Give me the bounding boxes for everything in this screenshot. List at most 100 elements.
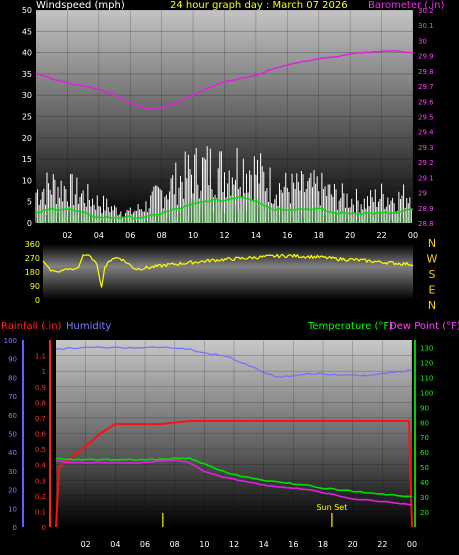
humidity-tick-label: 50 xyxy=(8,431,17,439)
temperature-tick-label: 70 xyxy=(420,434,429,442)
direction-plot-area xyxy=(43,244,413,300)
barometer-tick-label: 29.2 xyxy=(418,159,434,167)
temperature-tick-label: 50 xyxy=(420,464,429,472)
climate-plot-area xyxy=(56,340,412,527)
wind-x-tick-label: 20 xyxy=(345,231,355,240)
wind-y-tick-label: 5 xyxy=(27,198,32,207)
wind-y-tick-label: 25 xyxy=(22,113,32,122)
rainfall-line xyxy=(55,420,413,528)
humidity-tick-label: 0 xyxy=(13,524,17,532)
wind-y-tick-label: 20 xyxy=(22,134,32,143)
temperature-axis-title: Temperature (°F) xyxy=(308,321,394,332)
humidity-line xyxy=(55,346,413,378)
climate-x-tick-label: 04 xyxy=(110,540,120,549)
wind-x-tick-label: 00 xyxy=(408,231,418,240)
barometer-axis-title: Barometer (.in) xyxy=(368,0,445,11)
climate-x-tick-label: 00 xyxy=(407,540,417,549)
climate-x-tick-label: 06 xyxy=(140,540,150,549)
rainfall-tick-label: 0.4 xyxy=(35,462,47,470)
rainfall-tick-label: 0.5 xyxy=(35,446,46,454)
rainfall-tick-label: 0.6 xyxy=(35,431,47,439)
rainfall-tick-label: 0.1 xyxy=(35,508,46,516)
barometer-tick-label: 29.7 xyxy=(418,83,434,91)
barometer-tick-label: 29.6 xyxy=(418,98,434,106)
humidity-tick-label: 30 xyxy=(8,468,17,476)
rainfall-tick-label: 0.7 xyxy=(35,415,46,423)
dewpoint-line xyxy=(55,459,413,506)
wind-y-tick-label: 15 xyxy=(22,155,32,164)
rainfall-axis-title: Rainfall (.in) xyxy=(1,321,62,332)
direction-tick-label: 0 xyxy=(35,296,40,305)
direction-tick-label: 180 xyxy=(25,268,40,277)
barometer-tick-label: 28.9 xyxy=(418,205,434,213)
climate-x-tick-label: 22 xyxy=(377,540,387,549)
humidity-tick-label: 100 xyxy=(4,337,17,345)
wind-x-tick-label: 14 xyxy=(251,231,261,240)
barometer-line xyxy=(35,49,414,110)
temperature-tick-label: 90 xyxy=(420,404,429,412)
wind-x-tick-label: 08 xyxy=(157,231,167,240)
temperature-line xyxy=(56,456,413,498)
compass-label: N xyxy=(428,299,436,312)
wind-speed-line xyxy=(35,195,414,220)
barometer-tick-label: 29.5 xyxy=(418,114,434,122)
climate-x-tick-label: 16 xyxy=(288,540,298,549)
temperature-tick-label: 130 xyxy=(420,344,433,352)
wind-y-tick-label: 10 xyxy=(22,176,32,185)
barometer-tick-label: 29.8 xyxy=(418,68,434,76)
wind-y-tick-label: 50 xyxy=(22,6,32,15)
wind-y-tick-label: 35 xyxy=(22,70,32,79)
wind-x-tick-label: 12 xyxy=(219,231,229,240)
barometer-tick-label: 29.4 xyxy=(418,129,434,137)
rainfall-tick-label: 0.9 xyxy=(35,384,46,392)
humidity-tick-label: 80 xyxy=(8,374,17,382)
climate-x-tick-label: 14 xyxy=(259,540,269,549)
climate-x-tick-label: 02 xyxy=(81,540,91,549)
temperature-tick-label: 30 xyxy=(420,494,429,502)
rainfall-tick-label: 0.3 xyxy=(35,477,46,485)
temperature-tick-label: 110 xyxy=(420,374,433,382)
wind-x-tick-label: 16 xyxy=(282,231,292,240)
wind-x-tick-label: 06 xyxy=(125,231,135,240)
climate-x-tick-label: 08 xyxy=(170,540,180,549)
barometer-tick-label: 28.8 xyxy=(418,220,434,228)
wind-y-tick-label: 30 xyxy=(22,91,32,100)
wind-x-tick-label: 04 xyxy=(94,231,104,240)
compass-label: W xyxy=(427,253,438,266)
temperature-tick-label: 40 xyxy=(420,479,429,487)
wind-y-tick-label: 0 xyxy=(27,219,32,228)
direction-tick-label: 90 xyxy=(30,282,40,291)
wind-x-tick-label: 22 xyxy=(376,231,386,240)
temperature-tick-label: 80 xyxy=(420,419,429,427)
humidity-tick-label: 10 xyxy=(8,505,17,513)
climate-x-tick-label: 10 xyxy=(199,540,209,549)
barometer-tick-label: 30.1 xyxy=(418,22,434,30)
rainfall-tick-label: 1 xyxy=(42,368,46,376)
barometer-tick-label: 30.2 xyxy=(418,7,434,15)
sunset-annotation: Sun Set xyxy=(316,503,347,512)
temperature-tick-label: 100 xyxy=(420,389,433,397)
wind-x-tick-label: 02 xyxy=(62,231,72,240)
barometer-tick-label: 29.1 xyxy=(418,174,434,182)
humidity-tick-label: 90 xyxy=(8,356,17,364)
wind-x-tick-label: 18 xyxy=(314,231,324,240)
compass-label: S xyxy=(429,268,436,281)
barometer-tick-label: 29.9 xyxy=(418,53,434,61)
humidity-axis-title: Humidity xyxy=(66,321,112,332)
humidity-tick-label: 60 xyxy=(8,412,17,420)
dewpoint-axis-title: Dew Point (°F) xyxy=(389,321,459,332)
wind-y-tick-label: 40 xyxy=(22,49,32,58)
windspeed-axis-title: Windspeed (mph) xyxy=(36,0,125,11)
barometer-tick-label: 29.3 xyxy=(418,144,434,152)
rainfall-tick-label: 1.1 xyxy=(35,353,46,361)
rainfall-tick-label: 0 xyxy=(42,524,46,532)
barometer-tick-label: 30 xyxy=(418,37,427,45)
rainfall-tick-label: 0.8 xyxy=(35,399,46,407)
compass-label: E xyxy=(429,284,436,297)
rainfall-tick-label: 0.2 xyxy=(35,493,46,501)
chart-title: 24 hour graph day : March 07 2026 xyxy=(170,0,348,11)
wind-x-tick-label: 10 xyxy=(188,231,198,240)
humidity-tick-label: 70 xyxy=(8,393,17,401)
climate-x-tick-label: 12 xyxy=(229,540,239,549)
